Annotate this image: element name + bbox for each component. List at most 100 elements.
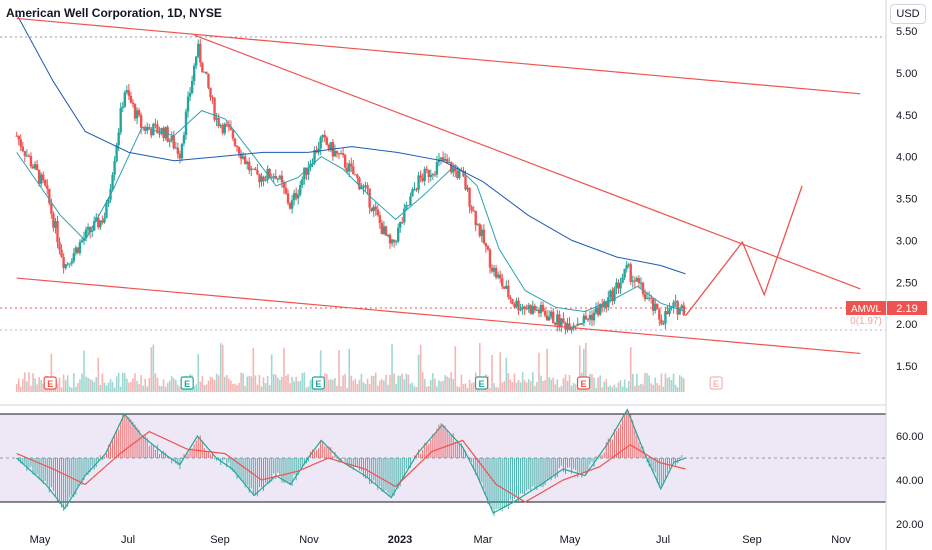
candle-body <box>78 242 82 253</box>
candle-body <box>272 175 275 178</box>
volume-bar <box>232 383 234 392</box>
candle-body <box>478 224 481 237</box>
volume-bar <box>417 354 420 392</box>
candle-body <box>62 256 65 269</box>
candle-body <box>264 179 267 181</box>
candle-body <box>150 128 153 136</box>
candle-body <box>105 203 108 219</box>
candle-body <box>647 297 651 299</box>
volume-bar <box>32 373 34 392</box>
earnings-marker-letter: E <box>713 379 719 389</box>
candle-body <box>605 301 608 308</box>
candle-body <box>615 282 618 289</box>
volume-bar <box>277 377 279 392</box>
volume-bar <box>436 386 438 392</box>
x-tick: 2023 <box>388 534 412 546</box>
volume-bar <box>570 385 573 392</box>
candle-body <box>19 139 22 147</box>
volume-bar <box>26 381 28 392</box>
candle-body <box>409 196 412 206</box>
candle-body <box>584 315 588 320</box>
volume-bar <box>460 374 463 392</box>
candle-body <box>507 285 510 298</box>
volume-bar <box>287 374 289 392</box>
candle-body <box>445 159 449 163</box>
volume-bar <box>525 382 528 392</box>
volume-bar <box>638 385 640 392</box>
candle-body <box>37 169 41 184</box>
volume-bar <box>654 377 657 392</box>
volume-bar <box>666 378 669 392</box>
candle-body <box>282 182 286 188</box>
volume-bar <box>101 373 104 392</box>
candle-body <box>25 155 29 157</box>
candle-body <box>541 304 545 312</box>
candle-body <box>429 174 433 177</box>
candle-body <box>248 161 251 171</box>
candle-body <box>517 300 520 311</box>
currency-button[interactable]: USD <box>890 4 926 24</box>
volume-bar <box>564 374 567 392</box>
volume-bar <box>199 381 202 392</box>
candle-body <box>350 163 353 167</box>
volume-bar <box>389 375 391 392</box>
earnings-marker-letter: E <box>581 379 587 389</box>
volume-bar <box>260 386 263 392</box>
volume-bar <box>146 386 149 392</box>
candle-body <box>90 230 94 233</box>
volume-bar <box>595 387 597 392</box>
candle-body <box>511 299 514 305</box>
candle-body <box>439 157 443 160</box>
candle-body <box>621 277 624 283</box>
candle-body <box>70 261 73 264</box>
candle-body <box>337 153 341 155</box>
volume-bar <box>385 374 387 392</box>
rsi-pane <box>0 408 886 517</box>
volume-bar <box>548 376 550 392</box>
candle-body <box>380 222 384 235</box>
candle-body <box>472 210 475 212</box>
volume-bar <box>154 373 157 392</box>
candle-body <box>470 206 473 211</box>
volume-bar <box>552 377 555 392</box>
volume-bar <box>613 384 616 392</box>
volume-bar <box>28 372 30 392</box>
candle-body <box>627 264 630 266</box>
volume-bar <box>138 384 140 392</box>
volume-bar <box>466 387 469 392</box>
candle-body <box>623 268 626 278</box>
volume-bar <box>446 376 448 392</box>
volume-bar <box>544 380 546 392</box>
candle-body <box>27 155 31 157</box>
earnings-marker-letter: E <box>479 379 485 389</box>
candle-body <box>239 153 243 159</box>
volume-bar <box>24 372 26 392</box>
candle-body <box>327 144 331 150</box>
candle-body <box>182 135 186 144</box>
candle-body <box>437 159 441 163</box>
candle-body <box>443 159 447 161</box>
volume-bar <box>364 383 367 392</box>
candle-body <box>95 217 98 222</box>
candle-body <box>117 132 120 146</box>
volume-bar <box>568 375 571 392</box>
volume-bar <box>115 376 118 392</box>
candle-body <box>494 268 498 278</box>
volume-bar <box>168 380 171 392</box>
candle-body <box>447 162 451 164</box>
volume-bar <box>93 382 96 392</box>
x-tick: Mar <box>474 534 493 546</box>
x-tick: Jul <box>656 534 670 546</box>
candle-body <box>84 229 88 238</box>
candle-body <box>433 174 437 176</box>
candle-body <box>17 135 20 140</box>
volume-bar <box>170 376 173 392</box>
candle-body <box>617 282 620 289</box>
candle-body <box>101 220 104 223</box>
candle-body <box>237 147 241 154</box>
earnings-marker-box <box>180 376 194 390</box>
candle-body <box>205 71 208 75</box>
candle-body <box>545 315 549 321</box>
candle-body <box>503 286 506 289</box>
